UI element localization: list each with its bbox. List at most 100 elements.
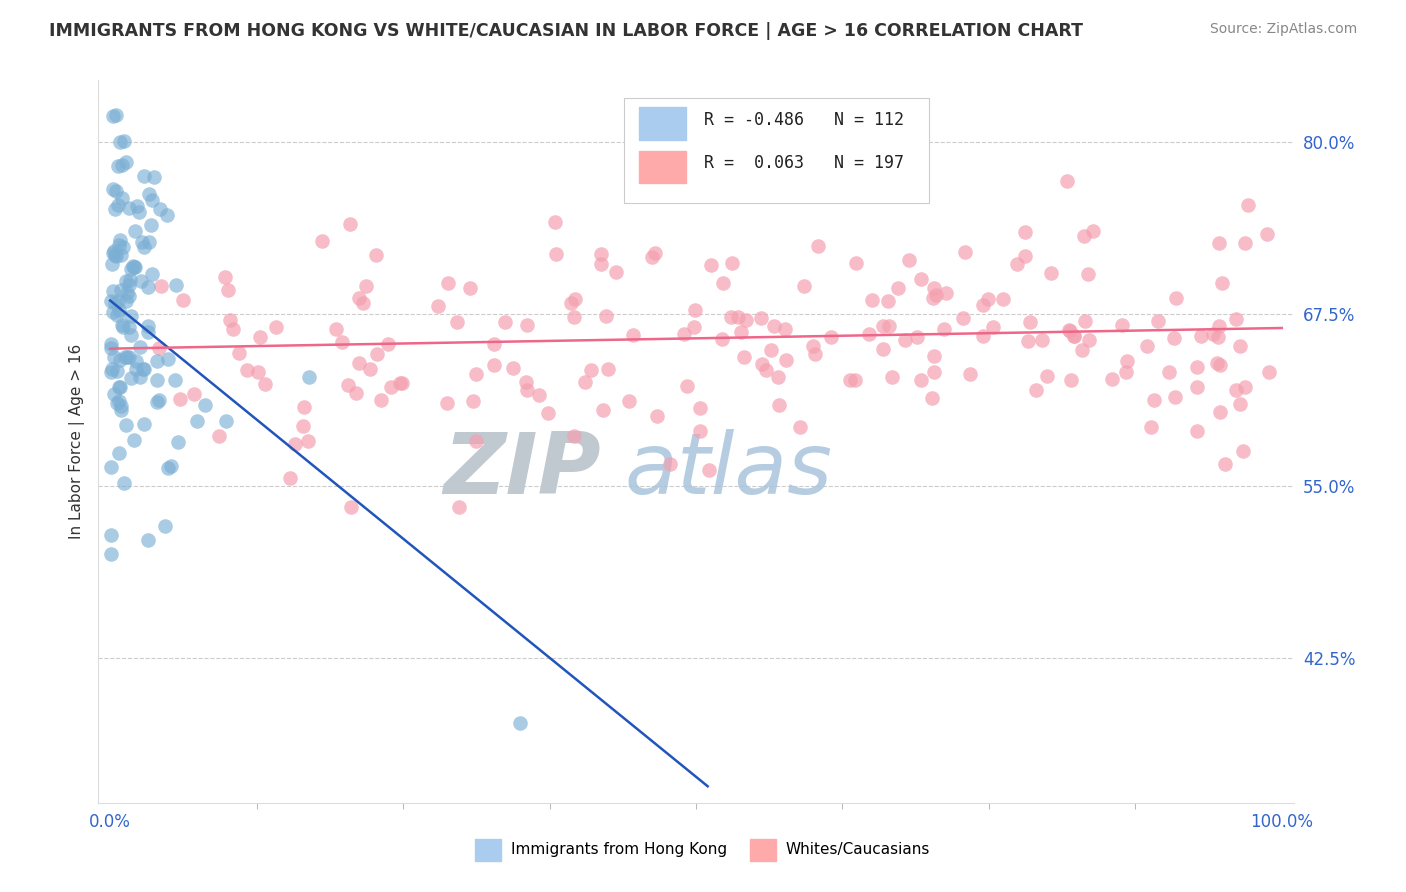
Point <box>101 182 124 196</box>
Point <box>103 350 125 364</box>
Point <box>105 364 128 378</box>
Point <box>311 234 333 248</box>
Text: atlas: atlas <box>624 429 832 512</box>
Point <box>1211 277 1233 291</box>
Point <box>1234 236 1257 251</box>
Point <box>118 273 141 287</box>
Point <box>115 285 138 300</box>
Point <box>675 379 697 393</box>
Y-axis label: In Labor Force | Age > 16: In Labor Force | Age > 16 <box>69 344 84 539</box>
Point <box>166 435 188 450</box>
Point <box>710 332 733 346</box>
Point <box>120 371 142 385</box>
Point <box>359 362 381 376</box>
Point <box>136 533 159 548</box>
Point <box>1157 365 1180 379</box>
Point <box>100 528 122 542</box>
Point <box>278 471 301 485</box>
Point <box>858 327 880 342</box>
Point <box>509 716 531 731</box>
Point <box>1208 359 1230 373</box>
Point <box>124 434 146 448</box>
Point <box>801 339 824 353</box>
Point <box>898 253 921 268</box>
Point <box>292 400 315 414</box>
Point <box>110 248 132 262</box>
Point <box>100 547 122 561</box>
Point <box>711 276 734 290</box>
Text: R = -0.486   N = 112: R = -0.486 N = 112 <box>704 111 904 129</box>
Point <box>115 418 138 433</box>
Point <box>128 370 150 384</box>
Point <box>596 361 619 376</box>
Point <box>103 386 125 401</box>
Point <box>1035 368 1057 383</box>
Point <box>465 434 488 448</box>
Point <box>264 320 287 334</box>
Point <box>1017 334 1039 348</box>
Point <box>132 417 155 431</box>
Point <box>339 500 361 514</box>
Point <box>560 296 582 310</box>
Point <box>1208 330 1230 344</box>
Point <box>755 362 778 376</box>
Point <box>222 321 245 335</box>
Point <box>115 351 138 365</box>
Point <box>768 398 790 412</box>
Point <box>922 281 945 295</box>
Point <box>105 308 128 322</box>
FancyBboxPatch shape <box>624 98 929 203</box>
Point <box>108 380 131 394</box>
Point <box>807 239 830 253</box>
Point <box>148 392 170 407</box>
Point <box>689 401 711 415</box>
Point <box>136 318 159 333</box>
Point <box>172 293 194 308</box>
Point <box>364 248 387 262</box>
Point <box>1140 419 1163 434</box>
Point <box>1063 329 1085 343</box>
Point <box>141 193 163 207</box>
Point <box>922 365 945 379</box>
Point <box>605 265 627 279</box>
Point <box>589 257 612 271</box>
Point <box>156 208 179 222</box>
Point <box>494 315 516 329</box>
Point <box>516 383 538 397</box>
Point <box>370 392 392 407</box>
Bar <box>638 107 686 140</box>
Point <box>104 108 127 122</box>
Point <box>1187 424 1209 438</box>
Point <box>482 337 505 351</box>
Point <box>1115 353 1137 368</box>
Point <box>157 352 180 367</box>
Point <box>107 293 129 308</box>
Point <box>1014 225 1036 239</box>
Point <box>101 246 124 260</box>
Point <box>562 310 585 324</box>
Point <box>169 392 191 407</box>
Point <box>122 260 145 274</box>
Point <box>700 258 723 272</box>
Point <box>146 395 169 409</box>
Point <box>330 334 353 349</box>
Point <box>138 235 160 249</box>
Point <box>952 310 974 325</box>
Point <box>1164 390 1187 404</box>
Point <box>103 244 125 258</box>
Point <box>921 392 943 406</box>
Point <box>1164 291 1187 305</box>
Point <box>208 429 231 443</box>
Point <box>101 109 124 123</box>
Point <box>148 341 170 355</box>
Point <box>298 370 321 384</box>
Point <box>1074 314 1097 328</box>
Point <box>689 424 711 438</box>
Point <box>104 249 127 263</box>
Point <box>905 330 928 344</box>
Point <box>683 319 706 334</box>
Point <box>993 293 1015 307</box>
Bar <box>749 838 776 861</box>
Point <box>1019 315 1042 329</box>
Text: Source: ZipAtlas.com: Source: ZipAtlas.com <box>1209 22 1357 37</box>
